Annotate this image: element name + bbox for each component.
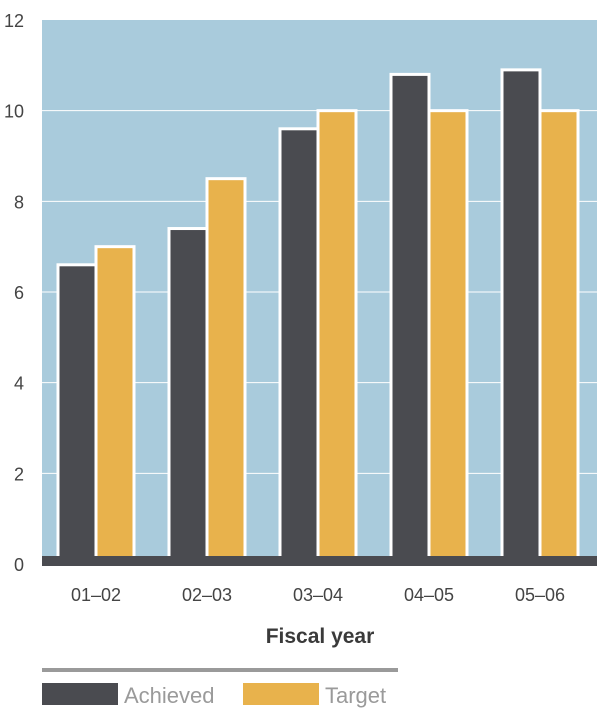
y-tick-label: 0 xyxy=(14,555,24,575)
bar-target-03–04 xyxy=(316,109,358,566)
legend: Achieved Target xyxy=(42,668,398,708)
x-tick-label: 01–02 xyxy=(71,585,121,605)
legend-label-target: Target xyxy=(325,683,386,708)
y-axis-ticks: 0 2 4 6 8 10 12 xyxy=(4,11,24,575)
bar-achieved-03–04 xyxy=(278,127,320,566)
bar-achieved-02–03 xyxy=(167,227,209,566)
legend-swatch-target xyxy=(243,683,319,705)
bar-target-05–06 xyxy=(538,109,580,566)
bar-achieved-05–06 xyxy=(500,68,542,566)
y-tick-label: 12 xyxy=(4,11,24,31)
bar-target-02–03 xyxy=(205,177,247,566)
legend-label-achieved: Achieved xyxy=(124,683,215,708)
plot-area xyxy=(42,20,597,566)
x-axis-title: Fiscal year xyxy=(266,625,375,648)
bar-achieved-01–02 xyxy=(56,263,98,566)
x-tick-label: 05–06 xyxy=(515,585,565,605)
y-tick-label: 4 xyxy=(14,374,24,394)
x-axis-baseline xyxy=(42,556,597,566)
bar-target-04–05 xyxy=(427,109,469,566)
legend-divider xyxy=(42,668,398,672)
legend-swatch-achieved xyxy=(42,683,118,705)
bar-target-01–02 xyxy=(94,245,136,566)
y-tick-label: 2 xyxy=(14,464,24,484)
x-tick-label: 04–05 xyxy=(404,585,454,605)
x-tick-label: 02–03 xyxy=(182,585,232,605)
x-axis-ticks: 01–02 02–03 03–04 04–05 05–06 xyxy=(71,585,565,605)
x-tick-label: 03–04 xyxy=(293,585,343,605)
y-tick-label: 6 xyxy=(14,283,24,303)
y-tick-label: 10 xyxy=(4,102,24,122)
bar-achieved-04–05 xyxy=(389,72,431,566)
y-tick-label: 8 xyxy=(14,192,24,212)
